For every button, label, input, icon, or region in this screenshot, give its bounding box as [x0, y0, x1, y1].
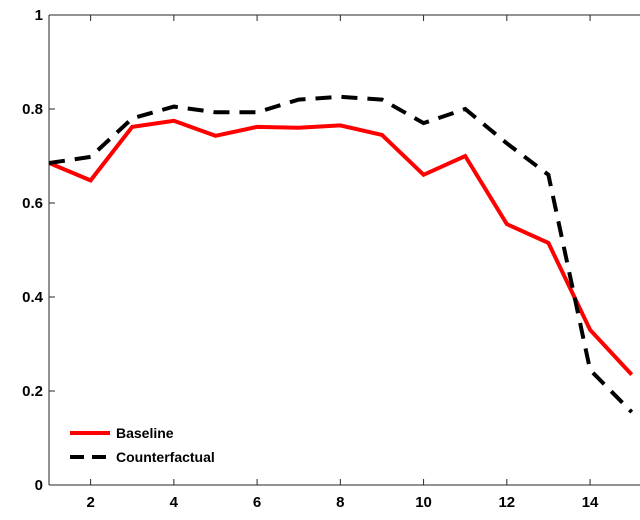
- series-line-baseline: [49, 118, 634, 376]
- x-tick-label: 12: [498, 494, 515, 511]
- legend-label-counterfactual: Counterfactual: [116, 449, 215, 465]
- series-line-counterfactual: [49, 94, 634, 414]
- x-tick-label: 4: [170, 494, 179, 511]
- y-tick-label: 0: [35, 477, 43, 494]
- x-tick-label: 2: [86, 494, 94, 511]
- legend: Baseline Counterfactual: [70, 425, 215, 465]
- x-tick-label: 8: [336, 494, 344, 511]
- y-tick-label: 0.8: [22, 101, 43, 118]
- y-tick-label: 0.6: [22, 195, 43, 212]
- x-tick-label: 14: [582, 494, 599, 511]
- y-tick-label: 0.4: [22, 289, 44, 306]
- axes-frame: [48, 14, 640, 486]
- series-layer: [49, 94, 634, 414]
- tick-layer: 2 4 6 8 10 12 14 0 0.2 0.4 0.6 0.8 1: [22, 7, 599, 511]
- y-tick-label: 1: [35, 7, 43, 24]
- x-tick-label: 6: [253, 494, 261, 511]
- x-tick-label: 10: [415, 494, 432, 511]
- y-tick-label: 0.2: [22, 383, 43, 400]
- legend-label-baseline: Baseline: [116, 425, 174, 441]
